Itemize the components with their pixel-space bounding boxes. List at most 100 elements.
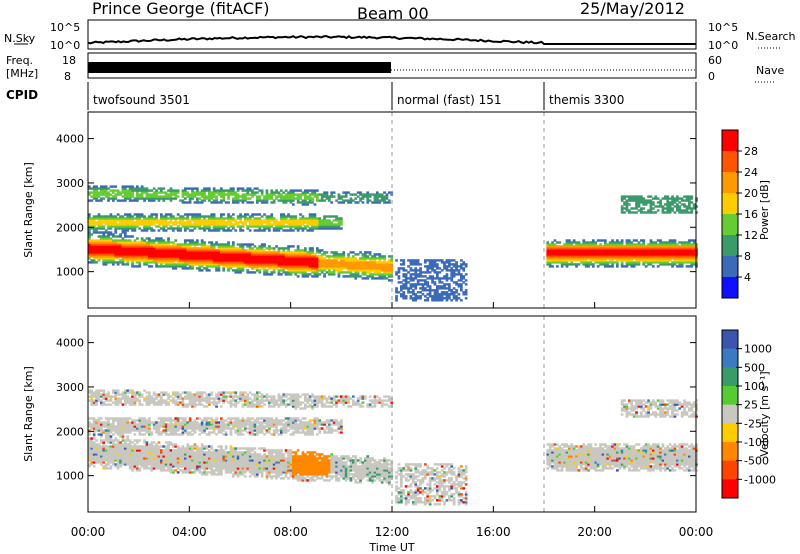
heatmap-cell	[407, 271, 410, 274]
heatmap-cell	[116, 423, 120, 426]
heatmap-cell	[164, 223, 168, 226]
heatmap-cell	[625, 247, 629, 250]
heatmap-cell	[680, 261, 684, 264]
heatmap-cell	[421, 279, 425, 282]
heatmap-cell	[637, 241, 641, 244]
heatmap-cell	[628, 197, 631, 200]
heatmap-cell	[272, 269, 276, 272]
heatmap-cell	[311, 189, 314, 192]
heatmap-cell	[136, 451, 139, 454]
heatmap-cell	[349, 197, 353, 200]
heatmap-cell	[119, 239, 122, 242]
heatmap-cell	[121, 187, 125, 190]
heatmap-cell	[656, 259, 660, 262]
heatmap-cell	[642, 199, 646, 202]
nave-label: Nave	[756, 64, 784, 77]
heatmap-cell	[92, 391, 96, 394]
heatmap-cell	[256, 219, 259, 222]
heatmap-cell	[256, 251, 259, 254]
heatmap-cell	[464, 263, 468, 266]
heatmap-cell	[287, 271, 290, 274]
heatmap-cell	[169, 245, 173, 248]
heatmap-cell	[304, 257, 307, 260]
heatmap-cell	[220, 191, 223, 194]
heatmap-cell	[349, 263, 353, 266]
heatmap-cell	[145, 457, 149, 460]
heatmap-cell	[301, 199, 305, 202]
heatmap-cell	[176, 251, 180, 254]
heatmap-cell	[239, 267, 242, 270]
heatmap-cell	[457, 285, 461, 288]
heatmap-cell	[676, 261, 679, 264]
heatmap-cell	[145, 419, 149, 422]
heatmap-cell	[306, 191, 310, 194]
heatmap-cell	[160, 227, 163, 230]
heatmap-cell	[102, 425, 106, 428]
heatmap-cell	[558, 241, 562, 244]
heatmap-cell	[203, 193, 206, 196]
heatmap-cell	[176, 213, 180, 216]
heatmap-cell	[304, 191, 307, 194]
heatmap-cell	[107, 391, 110, 394]
heatmap-cell	[184, 221, 187, 224]
heatmap-cell	[126, 215, 130, 218]
heatmap-cell	[200, 245, 204, 248]
heatmap-cell	[287, 247, 290, 250]
heatmap-cell	[462, 263, 466, 266]
heatmap-cell	[97, 187, 101, 190]
heatmap-cell	[296, 189, 300, 192]
heatmap-cell	[116, 429, 120, 432]
heatmap-cell	[119, 191, 122, 194]
heatmap-cell	[364, 193, 367, 196]
heatmap-cell	[671, 207, 674, 210]
heatmap-cell	[179, 251, 182, 254]
heatmap-cell	[112, 235, 115, 238]
heatmap-cell	[304, 259, 307, 262]
heatmap-cell	[683, 199, 686, 202]
heatmap-cell	[90, 397, 94, 400]
heatmap-cell	[95, 223, 98, 226]
heatmap-cell	[275, 255, 278, 258]
heatmap-cell	[325, 197, 329, 200]
heatmap-cell	[438, 297, 442, 300]
heatmap-cell	[157, 219, 161, 222]
heatmap-cell	[212, 195, 216, 198]
heatmap-cell	[124, 227, 127, 230]
heatmap-cell	[344, 257, 348, 260]
heatmap-cell	[294, 217, 298, 220]
heatmap-cell	[232, 243, 235, 246]
heatmap-cell	[304, 193, 307, 196]
heatmap-cell	[304, 219, 307, 222]
heatmap-cell	[236, 187, 240, 190]
heatmap-cell	[340, 217, 343, 220]
heatmap-cell	[352, 259, 355, 262]
heatmap-cell	[169, 213, 173, 216]
heatmap-cell	[251, 225, 254, 228]
heatmap-cell	[282, 259, 286, 262]
heatmap-cell	[229, 247, 233, 250]
heatmap-cell	[558, 253, 562, 256]
heatmap-cell	[88, 463, 91, 466]
heatmap-cell	[143, 263, 146, 266]
heatmap-cell	[414, 285, 418, 288]
heatmap-cell	[229, 189, 233, 192]
heatmap-cell	[145, 427, 149, 430]
heatmap-cell	[114, 257, 118, 260]
heatmap-cell	[270, 193, 274, 196]
heatmap-cell	[335, 259, 338, 262]
heatmap-cell	[227, 213, 230, 216]
heatmap-cell	[294, 255, 298, 258]
heatmap-cell	[611, 259, 614, 262]
heatmap-cell	[270, 267, 274, 270]
heatmap-cell	[112, 191, 115, 194]
heatmap-cell	[164, 257, 168, 260]
heatmap-cell	[198, 263, 202, 266]
heatmap-cell	[241, 269, 245, 272]
heatmap-cell	[268, 267, 271, 270]
heatmap-cell	[186, 249, 190, 252]
heatmap-cell	[251, 201, 254, 204]
heatmap-cell	[140, 259, 144, 262]
heatmap-cell	[109, 465, 113, 468]
heatmap-cell	[109, 457, 113, 460]
heatmap-cell	[685, 253, 689, 256]
